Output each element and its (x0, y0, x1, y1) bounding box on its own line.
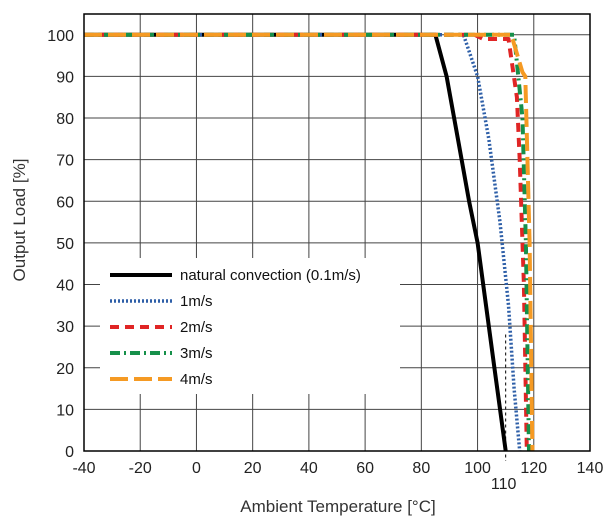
series-line-4 (84, 32, 535, 452)
series-line-1 (84, 33, 522, 452)
legend-background (100, 258, 400, 394)
x-tick-label: 0 (192, 460, 201, 477)
y-tick-label: 80 (56, 111, 74, 128)
plot-frame (83, 13, 591, 452)
y-tick-label: 60 (56, 194, 74, 211)
x-axis-label: Ambient Temperature [°C] (240, 497, 435, 516)
x-tick-label: 100 (464, 460, 491, 477)
plot-border (83, 13, 591, 452)
x-tick-label: 80 (412, 460, 430, 477)
legend: natural convection (0.1m/s) 1m/s 2m/s 3m/s 4… (100, 258, 400, 394)
x-tick-label: 20 (244, 460, 262, 477)
series-line-0 (84, 32, 508, 452)
x-tick-label: 60 (356, 460, 374, 477)
series-line-3 (84, 32, 531, 452)
x-tick-label: 120 (520, 460, 547, 477)
x-tick-label: -40 (72, 460, 95, 477)
y-tick-label: 30 (56, 319, 74, 336)
y-tick-label: 100 (47, 28, 74, 45)
x-tick-label: 140 (577, 460, 604, 477)
y-tick-label: 50 (56, 236, 74, 253)
legend-label-3: 3m/s (180, 345, 213, 362)
y-tick-label: 90 (56, 69, 74, 86)
tick-labels: -40 -20 0 20 40 60 80 100 120 140 0 10 20 30 40 50 60 70 8… (47, 28, 603, 493)
y-tick-label: 10 (56, 402, 74, 419)
y-axis-label: Output Load [%] (10, 159, 29, 282)
legend-label-1: 1m/s (180, 293, 213, 310)
legend-label-4: 4m/s (180, 371, 213, 388)
x-tick-label: -20 (129, 460, 152, 477)
legend-label-0: natural convection (0.1m/s) (180, 267, 361, 284)
y-tick-label: 20 (56, 361, 74, 378)
y-tick-label: 70 (56, 153, 74, 170)
annotation-label: 110 (491, 476, 517, 493)
series-lines (84, 32, 535, 452)
y-tick-label: 0 (65, 444, 74, 461)
x-tick-label: 40 (300, 460, 318, 477)
legend-label-2: 2m/s (180, 319, 213, 336)
y-tick-label: 40 (56, 278, 74, 295)
